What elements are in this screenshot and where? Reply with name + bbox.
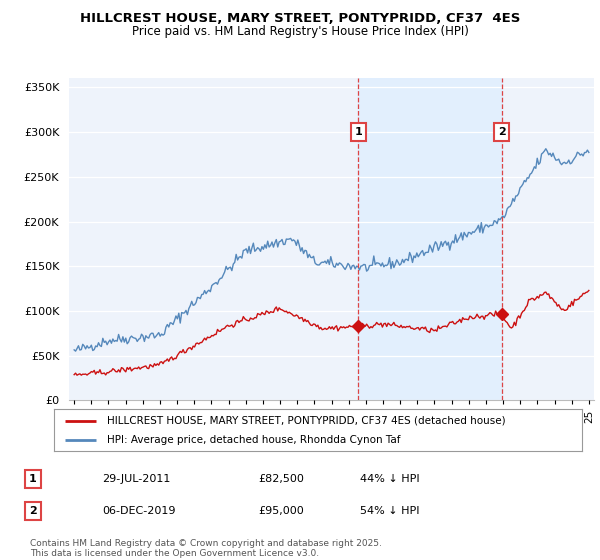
Text: 2: 2 — [29, 506, 37, 516]
Text: 06-DEC-2019: 06-DEC-2019 — [102, 506, 176, 516]
Text: HILLCREST HOUSE, MARY STREET, PONTYPRIDD, CF37  4ES: HILLCREST HOUSE, MARY STREET, PONTYPRIDD… — [80, 12, 520, 25]
Text: Price paid vs. HM Land Registry's House Price Index (HPI): Price paid vs. HM Land Registry's House … — [131, 25, 469, 38]
Text: HPI: Average price, detached house, Rhondda Cynon Taf: HPI: Average price, detached house, Rhon… — [107, 435, 400, 445]
Text: £82,500: £82,500 — [258, 474, 304, 484]
Text: HILLCREST HOUSE, MARY STREET, PONTYPRIDD, CF37 4ES (detached house): HILLCREST HOUSE, MARY STREET, PONTYPRIDD… — [107, 416, 505, 426]
Text: 2: 2 — [498, 127, 506, 137]
Text: 54% ↓ HPI: 54% ↓ HPI — [360, 506, 419, 516]
Text: 1: 1 — [29, 474, 37, 484]
Text: Contains HM Land Registry data © Crown copyright and database right 2025.
This d: Contains HM Land Registry data © Crown c… — [30, 539, 382, 558]
Text: 1: 1 — [355, 127, 362, 137]
Text: £95,000: £95,000 — [258, 506, 304, 516]
Text: 44% ↓ HPI: 44% ↓ HPI — [360, 474, 419, 484]
Bar — [358, 78, 502, 400]
Text: 29-JUL-2011: 29-JUL-2011 — [102, 474, 170, 484]
